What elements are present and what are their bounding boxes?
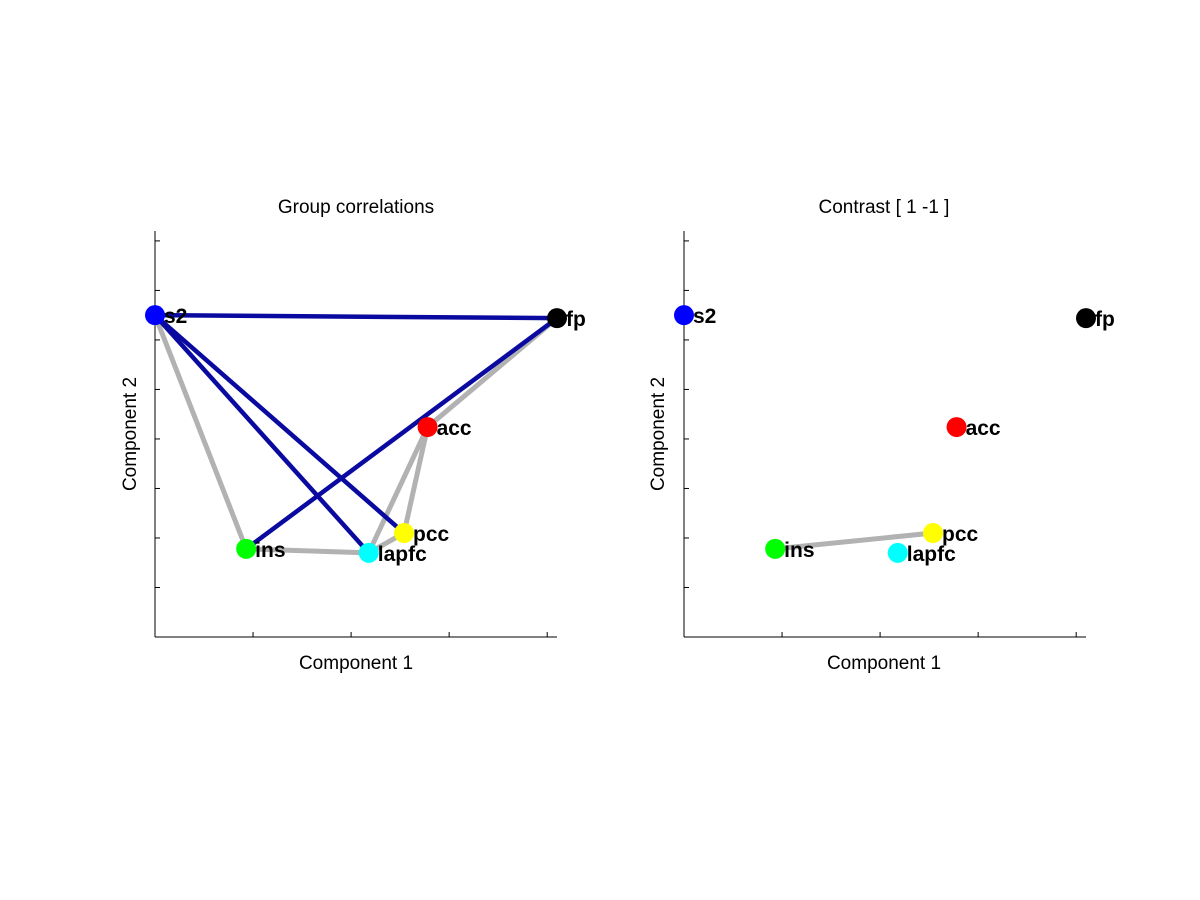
edge-s2-ins — [152, 312, 249, 552]
edge-ins-lapfc — [243, 546, 372, 556]
edge-ins-pcc — [772, 530, 936, 552]
node-label-pcc: pcc — [942, 523, 979, 546]
node-fp — [547, 308, 567, 329]
node-label-ins: ins — [255, 539, 285, 562]
node-label-pcc: pcc — [413, 523, 450, 546]
node-ins — [765, 538, 786, 559]
node-label-lapfc: lapfc — [907, 543, 956, 566]
edge-s2-fp — [152, 312, 560, 321]
node-acc — [946, 417, 967, 438]
node-s2 — [145, 305, 165, 326]
node-pcc — [394, 523, 415, 544]
panel-group-correlations: Group correlations Component 1 Component… — [120, 197, 586, 674]
node-pcc — [923, 523, 944, 544]
edge-s2-lapfc — [152, 312, 371, 556]
x-axis-label: Component 1 — [827, 653, 941, 674]
node-labels: s2 fp acc pcc ins lapfc — [693, 305, 1115, 566]
node-labels: s2 fp acc pcc ins lapfc — [164, 305, 586, 566]
node-ins — [236, 538, 257, 559]
nodes — [674, 305, 1096, 563]
nodes — [145, 305, 567, 563]
ticks — [683, 240, 1077, 638]
y-axis-label: Component 2 — [648, 377, 669, 491]
y-axis-label: Component 2 — [120, 377, 141, 491]
node-label-ins: ins — [784, 539, 814, 562]
node-acc — [417, 417, 438, 438]
edge-pcc-acc — [401, 424, 431, 536]
node-lapfc — [887, 542, 908, 563]
x-axis-label: Component 1 — [299, 653, 413, 674]
edges — [772, 530, 936, 552]
node-label-acc: acc — [966, 417, 1001, 440]
panel-title: Group correlations — [278, 197, 434, 218]
edges — [152, 312, 560, 556]
node-label-lapfc: lapfc — [378, 543, 427, 566]
node-lapfc — [358, 542, 379, 563]
ticks — [154, 240, 548, 638]
panel-title: Contrast [ 1 -1 ] — [819, 197, 950, 218]
node-label-acc: acc — [437, 417, 472, 440]
node-label-fp: fp — [1095, 308, 1115, 331]
edge-lapfc-acc — [366, 424, 431, 556]
panel-contrast: Contrast [ 1 -1 ] Component 1 Component … — [648, 197, 1115, 674]
edge-ins-fp — [243, 315, 560, 552]
node-label-fp: fp — [566, 308, 586, 331]
node-label-s2: s2 — [693, 305, 716, 328]
node-fp — [1076, 308, 1096, 329]
node-label-s2: s2 — [164, 305, 187, 328]
node-s2 — [674, 305, 694, 326]
edge-s2-pcc — [152, 312, 407, 536]
